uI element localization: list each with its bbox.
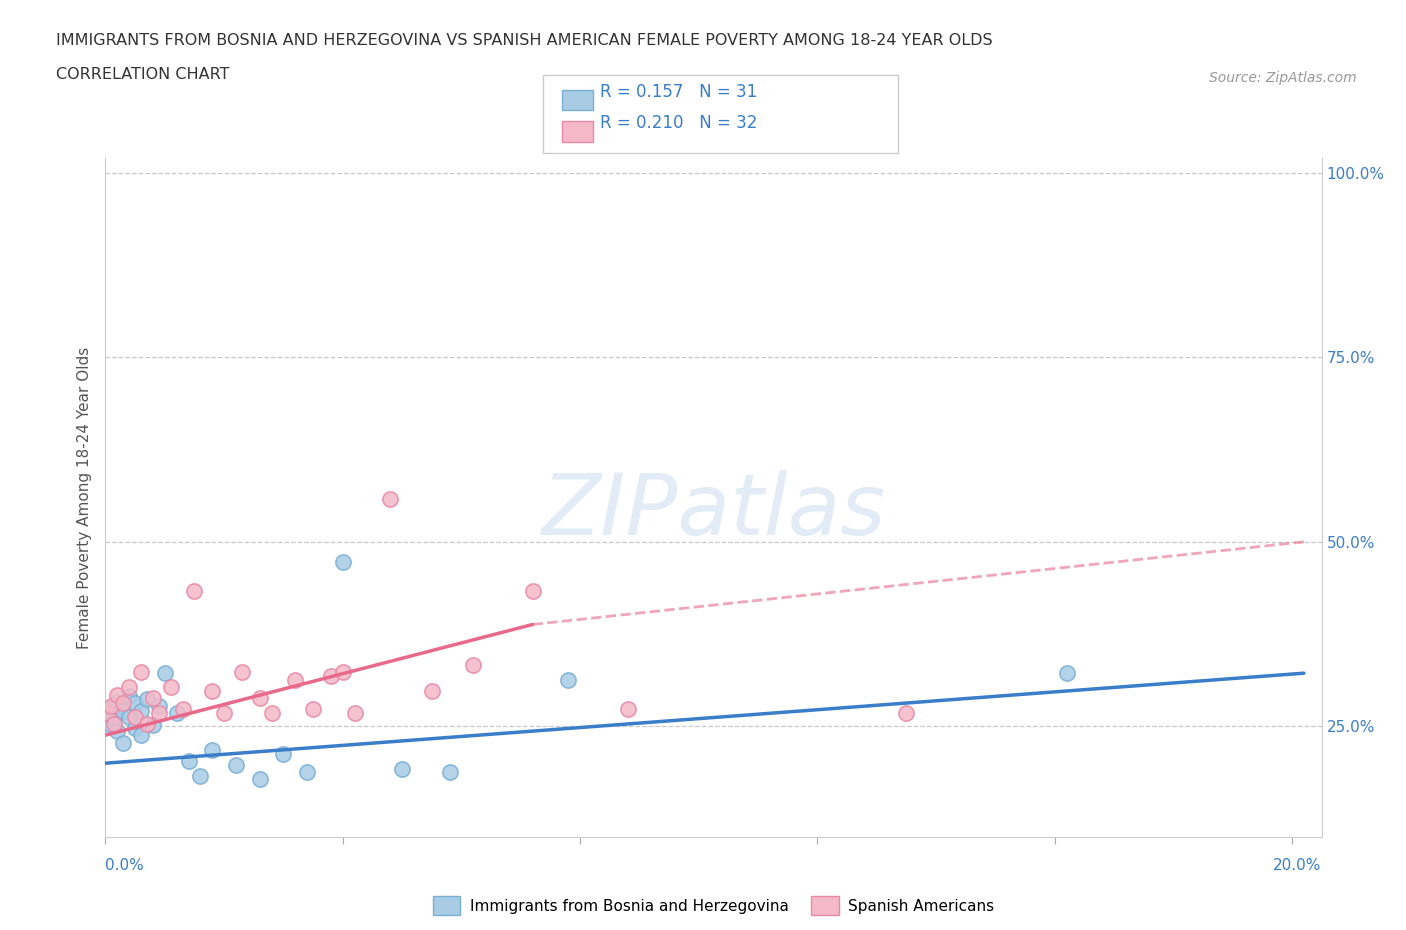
Point: [177, 753, 200, 768]
Point: [105, 687, 128, 702]
Point: [142, 691, 165, 706]
Point: [225, 757, 247, 772]
Point: [97, 706, 120, 721]
Point: [105, 724, 128, 739]
Point: [295, 764, 318, 779]
Point: [166, 706, 188, 721]
Point: [557, 672, 579, 687]
Point: [103, 717, 125, 732]
Point: [319, 669, 342, 684]
Point: [183, 584, 205, 599]
Point: [118, 710, 141, 724]
Point: [302, 702, 325, 717]
Point: [343, 706, 366, 721]
Point: [420, 684, 443, 698]
Point: [190, 769, 212, 784]
Point: [118, 680, 141, 695]
Point: [284, 672, 307, 687]
Point: [212, 706, 235, 721]
Point: [129, 728, 152, 743]
Point: [260, 706, 283, 721]
Point: [142, 717, 165, 732]
Point: [112, 735, 135, 750]
Text: ZIPatlas: ZIPatlas: [541, 470, 886, 552]
Text: 20.0%: 20.0%: [1274, 857, 1322, 872]
Point: [136, 692, 159, 707]
Point: [391, 762, 413, 777]
Point: [332, 665, 354, 680]
Point: [100, 700, 122, 715]
Point: [201, 684, 224, 698]
Point: [776, 872, 799, 887]
Point: [124, 721, 146, 736]
Point: [249, 691, 271, 706]
Point: [100, 698, 122, 713]
Point: [118, 688, 141, 703]
Text: IMMIGRANTS FROM BOSNIA AND HERZEGOVINA VS SPANISH AMERICAN FEMALE POVERTY AMONG : IMMIGRANTS FROM BOSNIA AND HERZEGOVINA V…: [56, 33, 993, 48]
Point: [172, 702, 194, 717]
Point: [463, 658, 485, 672]
Point: [136, 717, 159, 732]
Point: [201, 742, 224, 757]
Point: [273, 747, 295, 762]
Point: [112, 696, 135, 711]
Text: R = 0.210   N = 32: R = 0.210 N = 32: [600, 114, 758, 132]
Point: [124, 710, 146, 724]
Text: CORRELATION CHART: CORRELATION CHART: [56, 67, 229, 82]
Point: [522, 584, 544, 599]
Point: [112, 703, 135, 718]
Point: [148, 699, 170, 714]
Point: [1056, 666, 1078, 681]
Point: [129, 703, 152, 718]
Point: [103, 710, 125, 724]
Y-axis label: Female Poverty Among 18-24 Year Olds: Female Poverty Among 18-24 Year Olds: [76, 347, 91, 649]
Legend: Immigrants from Bosnia and Herzegovina, Spanish Americans: Immigrants from Bosnia and Herzegovina, …: [427, 890, 1000, 921]
Point: [439, 764, 461, 779]
Point: [332, 555, 354, 570]
Point: [380, 492, 402, 507]
Point: [231, 665, 253, 680]
Text: R = 0.157   N = 31: R = 0.157 N = 31: [600, 83, 758, 100]
Point: [616, 702, 638, 717]
Point: [159, 680, 181, 695]
Point: [100, 717, 122, 732]
Point: [129, 665, 152, 680]
Text: 0.0%: 0.0%: [105, 857, 145, 872]
Point: [124, 696, 146, 711]
Text: Source: ZipAtlas.com: Source: ZipAtlas.com: [1209, 71, 1357, 85]
Point: [148, 706, 170, 721]
Point: [249, 772, 271, 787]
Point: [896, 706, 918, 721]
Point: [97, 706, 120, 721]
Point: [658, 839, 681, 854]
Point: [153, 666, 176, 681]
Point: [105, 695, 128, 710]
